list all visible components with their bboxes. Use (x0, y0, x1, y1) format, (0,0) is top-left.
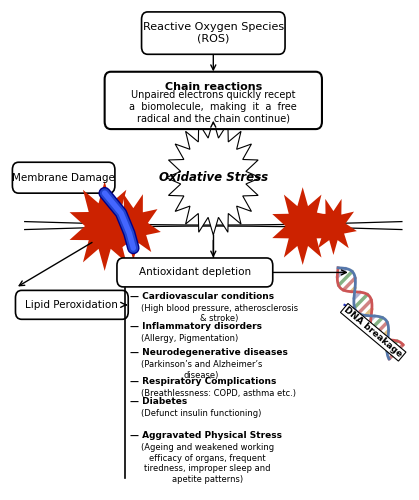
Text: (Allergy, Pigmentation): (Allergy, Pigmentation) (141, 334, 238, 343)
FancyBboxPatch shape (13, 162, 115, 193)
FancyBboxPatch shape (16, 290, 128, 320)
Text: Oxidative Stress: Oxidative Stress (159, 171, 268, 184)
Text: (Defunct insulin functioning): (Defunct insulin functioning) (141, 408, 261, 418)
Text: DNA breakage: DNA breakage (342, 306, 404, 359)
FancyBboxPatch shape (142, 12, 285, 54)
Text: (Ageing and weakened working
efficacy of organs, frequent
tiredness, improper sl: (Ageing and weakened working efficacy of… (141, 444, 274, 484)
Text: Membrane Damage: Membrane Damage (12, 172, 115, 182)
Text: Unpaired electrons quickly recept
a  biomolecule,  making  it  a  free
radical a: Unpaired electrons quickly recept a biom… (129, 90, 297, 124)
Text: — Aggravated Physical Stress: — Aggravated Physical Stress (130, 432, 282, 440)
FancyBboxPatch shape (117, 258, 273, 287)
Text: (Parkinson’s and Alzheimer’s
disease): (Parkinson’s and Alzheimer’s disease) (141, 360, 262, 380)
Text: — Neurodegenerative diseases: — Neurodegenerative diseases (130, 348, 288, 357)
Polygon shape (310, 199, 357, 255)
Polygon shape (272, 187, 333, 265)
Polygon shape (70, 181, 140, 271)
Text: Lipid Peroxidation: Lipid Peroxidation (26, 300, 118, 310)
Text: (High blood pressure, atherosclerosis
& stroke): (High blood pressure, atherosclerosis & … (141, 304, 298, 324)
Text: Antioxidant depletion: Antioxidant depletion (139, 268, 251, 278)
Text: — Diabetes: — Diabetes (130, 396, 187, 406)
Text: — Inflammatory disorders: — Inflammatory disorders (130, 322, 262, 331)
Text: — Respiratory Complications: — Respiratory Complications (130, 376, 277, 386)
FancyBboxPatch shape (105, 72, 322, 129)
Text: — Cardiovascular conditions: — Cardiovascular conditions (130, 292, 274, 301)
Polygon shape (166, 120, 261, 235)
Text: (Breathlessness: COPD, asthma etc.): (Breathlessness: COPD, asthma etc.) (141, 388, 296, 398)
Polygon shape (106, 194, 161, 260)
Text: Chain reactions: Chain reactions (165, 82, 262, 92)
Text: Reactive Oxygen Species
(ROS): Reactive Oxygen Species (ROS) (143, 22, 284, 44)
